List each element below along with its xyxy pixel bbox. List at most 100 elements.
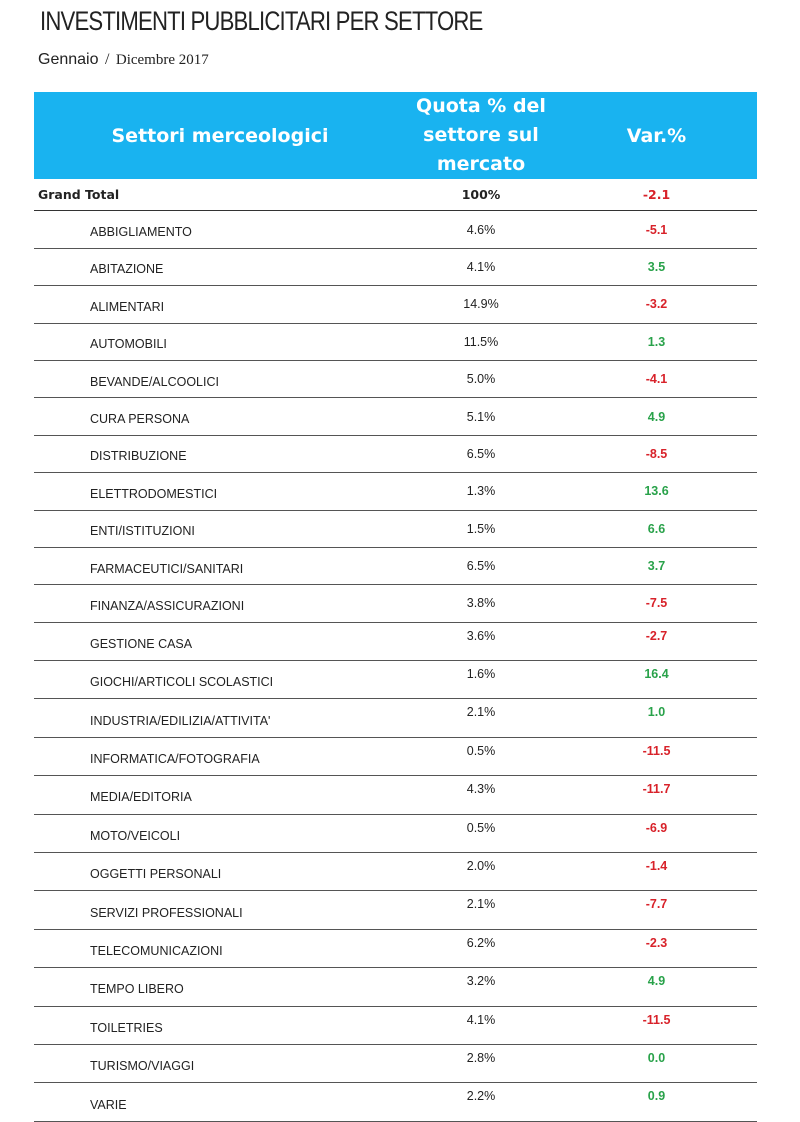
share-cell: 14.9% <box>406 285 556 324</box>
table-row: ABITAZIONE 4.1% 3.5 <box>34 248 757 287</box>
sector-cell: ABBIGLIAMENTO <box>34 210 406 249</box>
var-cell: -8.5 <box>556 435 757 474</box>
sector-cell: SERVIZI PROFESSIONALI <box>34 890 406 930</box>
table-row: FARMACEUTICI/SANITARI 6.5% 3.7 <box>34 547 757 586</box>
share-cell: 2.2% <box>406 1082 556 1122</box>
var-cell: 16.4 <box>556 660 757 700</box>
var-cell: -11.5 <box>556 1006 757 1045</box>
period-subtitle: Gennaio / Dicembre 2017 <box>38 51 209 69</box>
sector-cell: FINANZA/ASSICURAZIONI <box>34 584 406 623</box>
column-header-share-line2: settore sul <box>423 124 539 146</box>
share-cell: 1.3% <box>406 472 556 511</box>
sector-cell: CURA PERSONA <box>34 397 406 436</box>
sector-cell: MOTO/VEICOLI <box>34 814 406 854</box>
table-row: GESTIONE CASA 3.6% -2.7 <box>34 622 757 662</box>
table-row: GIOCHI/ARTICOLI SCOLASTICI 1.6% 16.4 <box>34 660 757 700</box>
table-header: Settori merceologici Quota % del settore… <box>34 92 757 179</box>
sector-cell: ABITAZIONE <box>34 248 406 287</box>
table-row: ALIMENTARI 14.9% -3.2 <box>34 285 757 324</box>
table-row: MOTO/VEICOLI 0.5% -6.9 <box>34 814 757 854</box>
table-row: INFORMATICA/FOTOGRAFIA 0.5% -11.5 <box>34 737 757 777</box>
table-row: TELECOMUNICAZIONI 6.2% -2.3 <box>34 929 757 969</box>
share-cell: 2.1% <box>406 698 556 738</box>
share-cell: 3.2% <box>406 967 556 1007</box>
table-row: TOILETRIES 4.1% -11.5 <box>34 1006 757 1045</box>
page-title: INVESTIMENTI PUBBLICITARI PER SETTORE <box>40 6 483 36</box>
var-cell: 0.9 <box>556 1082 757 1122</box>
var-cell: 0.0 <box>556 1044 757 1084</box>
var-cell: 4.9 <box>556 397 757 436</box>
table-row: INDUSTRIA/EDILIZIA/ATTIVITA' 2.1% 1.0 <box>34 698 757 738</box>
grand-total-var: -2.1 <box>556 179 757 212</box>
var-cell: -2.7 <box>556 622 757 662</box>
column-header-share-line3: mercato <box>436 153 526 175</box>
share-cell: 5.1% <box>406 397 556 436</box>
var-cell: -2.3 <box>556 929 757 969</box>
share-cell: 4.1% <box>406 1006 556 1045</box>
grand-total-label: Grand Total <box>34 179 406 212</box>
var-cell: -7.7 <box>556 890 757 930</box>
sector-investment-table: Settori merceologici Quota % del settore… <box>34 92 757 1122</box>
table-row: CURA PERSONA 5.1% 4.9 <box>34 397 757 436</box>
sector-cell: OGGETTI PERSONALI <box>34 852 406 892</box>
sector-cell: INFORMATICA/FOTOGRAFIA <box>34 737 406 777</box>
sector-cell: AUTOMOBILI <box>34 323 406 361</box>
sector-cell: TEMPO LIBERO <box>34 967 406 1007</box>
table-row: DISTRIBUZIONE 6.5% -8.5 <box>34 435 757 474</box>
share-cell: 3.6% <box>406 622 556 662</box>
sector-cell: FARMACEUTICI/SANITARI <box>34 547 406 586</box>
share-cell: 1.5% <box>406 510 556 548</box>
period-end: Dicembre 2017 <box>115 52 209 68</box>
period-separator: / <box>104 51 110 68</box>
var-cell: -5.1 <box>556 210 757 249</box>
sector-cell: MEDIA/EDITORIA <box>34 775 406 815</box>
table-row: BEVANDE/ALCOOLICI 5.0% -4.1 <box>34 360 757 399</box>
grand-total-share: 100% <box>406 179 556 212</box>
table-body: Grand Total 100% -2.1 ABBIGLIAMENTO 4.6% -… <box>34 179 757 1122</box>
var-cell: -1.4 <box>556 852 757 892</box>
sector-cell: GIOCHI/ARTICOLI SCOLASTICI <box>34 660 406 700</box>
sector-cell: DISTRIBUZIONE <box>34 435 406 474</box>
share-cell: 2.8% <box>406 1044 556 1084</box>
sector-cell: VARIE <box>34 1082 406 1122</box>
sector-cell: TELECOMUNICAZIONI <box>34 929 406 969</box>
var-cell: -4.1 <box>556 360 757 399</box>
share-cell: 1.6% <box>406 660 556 700</box>
share-cell: 6.5% <box>406 547 556 586</box>
table-row: ELETTRODOMESTICI 1.3% 13.6 <box>34 472 757 511</box>
column-header-var: Var.% <box>556 92 757 179</box>
share-cell: 11.5% <box>406 323 556 361</box>
grand-total-row: Grand Total 100% -2.1 <box>34 179 757 212</box>
column-header-share: Quota % del settore sul mercato <box>406 92 556 179</box>
var-cell: -6.9 <box>556 814 757 854</box>
share-cell: 5.0% <box>406 360 556 399</box>
var-cell: 1.0 <box>556 698 757 738</box>
sector-cell: TURISMO/VIAGGI <box>34 1044 406 1084</box>
table-row: VARIE 2.2% 0.9 <box>34 1082 757 1122</box>
table-row: ABBIGLIAMENTO 4.6% -5.1 <box>34 210 757 249</box>
table-row: FINANZA/ASSICURAZIONI 3.8% -7.5 <box>34 584 757 623</box>
table-row: ENTI/ISTITUZIONI 1.5% 6.6 <box>34 510 757 548</box>
sector-cell: ALIMENTARI <box>34 285 406 324</box>
column-header-share-line1: Quota % del <box>416 95 546 117</box>
table-row: MEDIA/EDITORIA 4.3% -11.7 <box>34 775 757 815</box>
share-cell: 4.6% <box>406 210 556 249</box>
table-row: OGGETTI PERSONALI 2.0% -1.4 <box>34 852 757 892</box>
sector-cell: INDUSTRIA/EDILIZIA/ATTIVITA' <box>34 698 406 738</box>
table-row: AUTOMOBILI 11.5% 1.3 <box>34 323 757 361</box>
share-cell: 6.2% <box>406 929 556 969</box>
var-cell: 4.9 <box>556 967 757 1007</box>
sector-cell: BEVANDE/ALCOOLICI <box>34 360 406 399</box>
sector-cell: TOILETRIES <box>34 1006 406 1045</box>
sector-cell: ELETTRODOMESTICI <box>34 472 406 511</box>
sector-cell: ENTI/ISTITUZIONI <box>34 510 406 548</box>
var-cell: -11.7 <box>556 775 757 815</box>
var-cell: 3.5 <box>556 248 757 287</box>
table-row: TEMPO LIBERO 3.2% 4.9 <box>34 967 757 1007</box>
share-cell: 6.5% <box>406 435 556 474</box>
column-header-sector: Settori merceologici <box>34 92 406 179</box>
share-cell: 2.0% <box>406 852 556 892</box>
share-cell: 0.5% <box>406 737 556 777</box>
var-cell: 13.6 <box>556 472 757 511</box>
var-cell: -7.5 <box>556 584 757 623</box>
